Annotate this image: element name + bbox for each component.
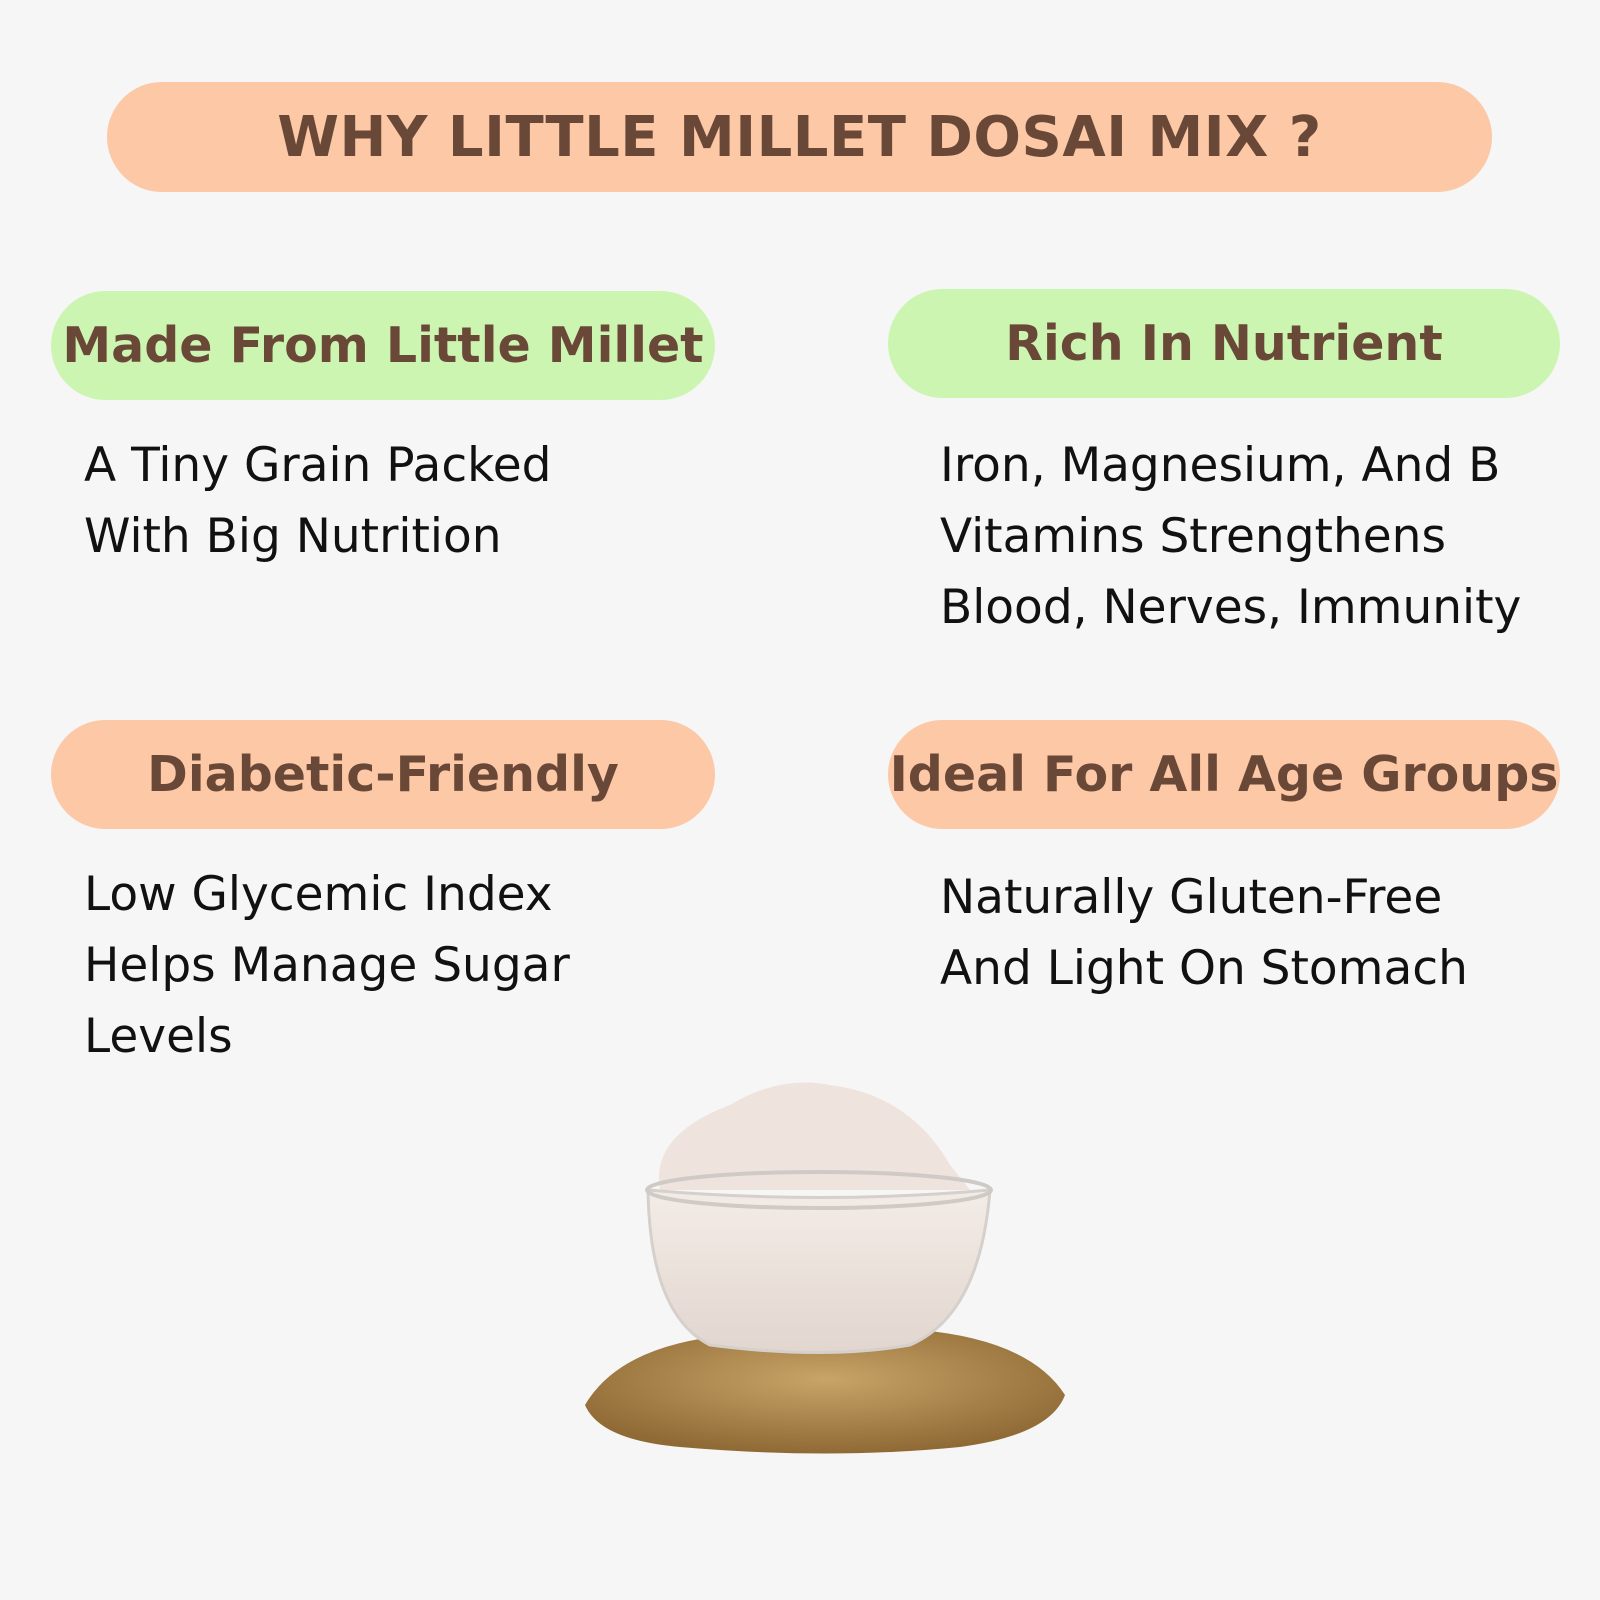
- text-line: Blood, Nerves, Immunity: [940, 580, 1522, 635]
- feature-heading-diabetic-friendly: Diabetic-Friendly: [51, 720, 715, 829]
- text-line: Low Glycemic Index: [84, 867, 553, 922]
- text-line: Vitamins Strengthens: [940, 509, 1446, 564]
- text-line: Naturally Gluten-Free: [940, 870, 1443, 925]
- text-line: Iron, Magnesium, And B: [940, 438, 1501, 493]
- feature-heading-rich-in-nutrient: Rich In Nutrient: [888, 289, 1560, 398]
- feature-text-made-from-little-millet: A Tiny Grain Packed With Big Nutrition: [84, 430, 551, 572]
- text-line: Levels: [84, 1009, 233, 1064]
- flour-heap: [658, 1082, 970, 1190]
- feature-text-rich-in-nutrient: Iron, Magnesium, And B Vitamins Strength…: [940, 430, 1521, 643]
- glass-bowl: [646, 1188, 992, 1354]
- text-line: Helps Manage Sugar: [84, 938, 570, 993]
- millet-flour-bowl-image: [585, 1082, 1065, 1454]
- text-line: With Big Nutrition: [84, 509, 502, 564]
- text-line: And Light On Stomach: [940, 941, 1468, 996]
- text-line: A Tiny Grain Packed: [84, 438, 552, 493]
- millet-grains-pile: [585, 1330, 1065, 1454]
- feature-heading-made-from-little-millet: Made From Little Millet: [51, 291, 715, 400]
- page-title: WHY LITTLE MILLET DOSAI MIX ?: [107, 82, 1492, 192]
- feature-text-ideal-for-all-age-groups: Naturally Gluten-Free And Light On Stoma…: [940, 862, 1468, 1004]
- feature-text-diabetic-friendly: Low Glycemic Index Helps Manage Sugar Le…: [84, 859, 570, 1072]
- feature-heading-ideal-for-all-age-groups: Ideal For All Age Groups: [888, 720, 1560, 829]
